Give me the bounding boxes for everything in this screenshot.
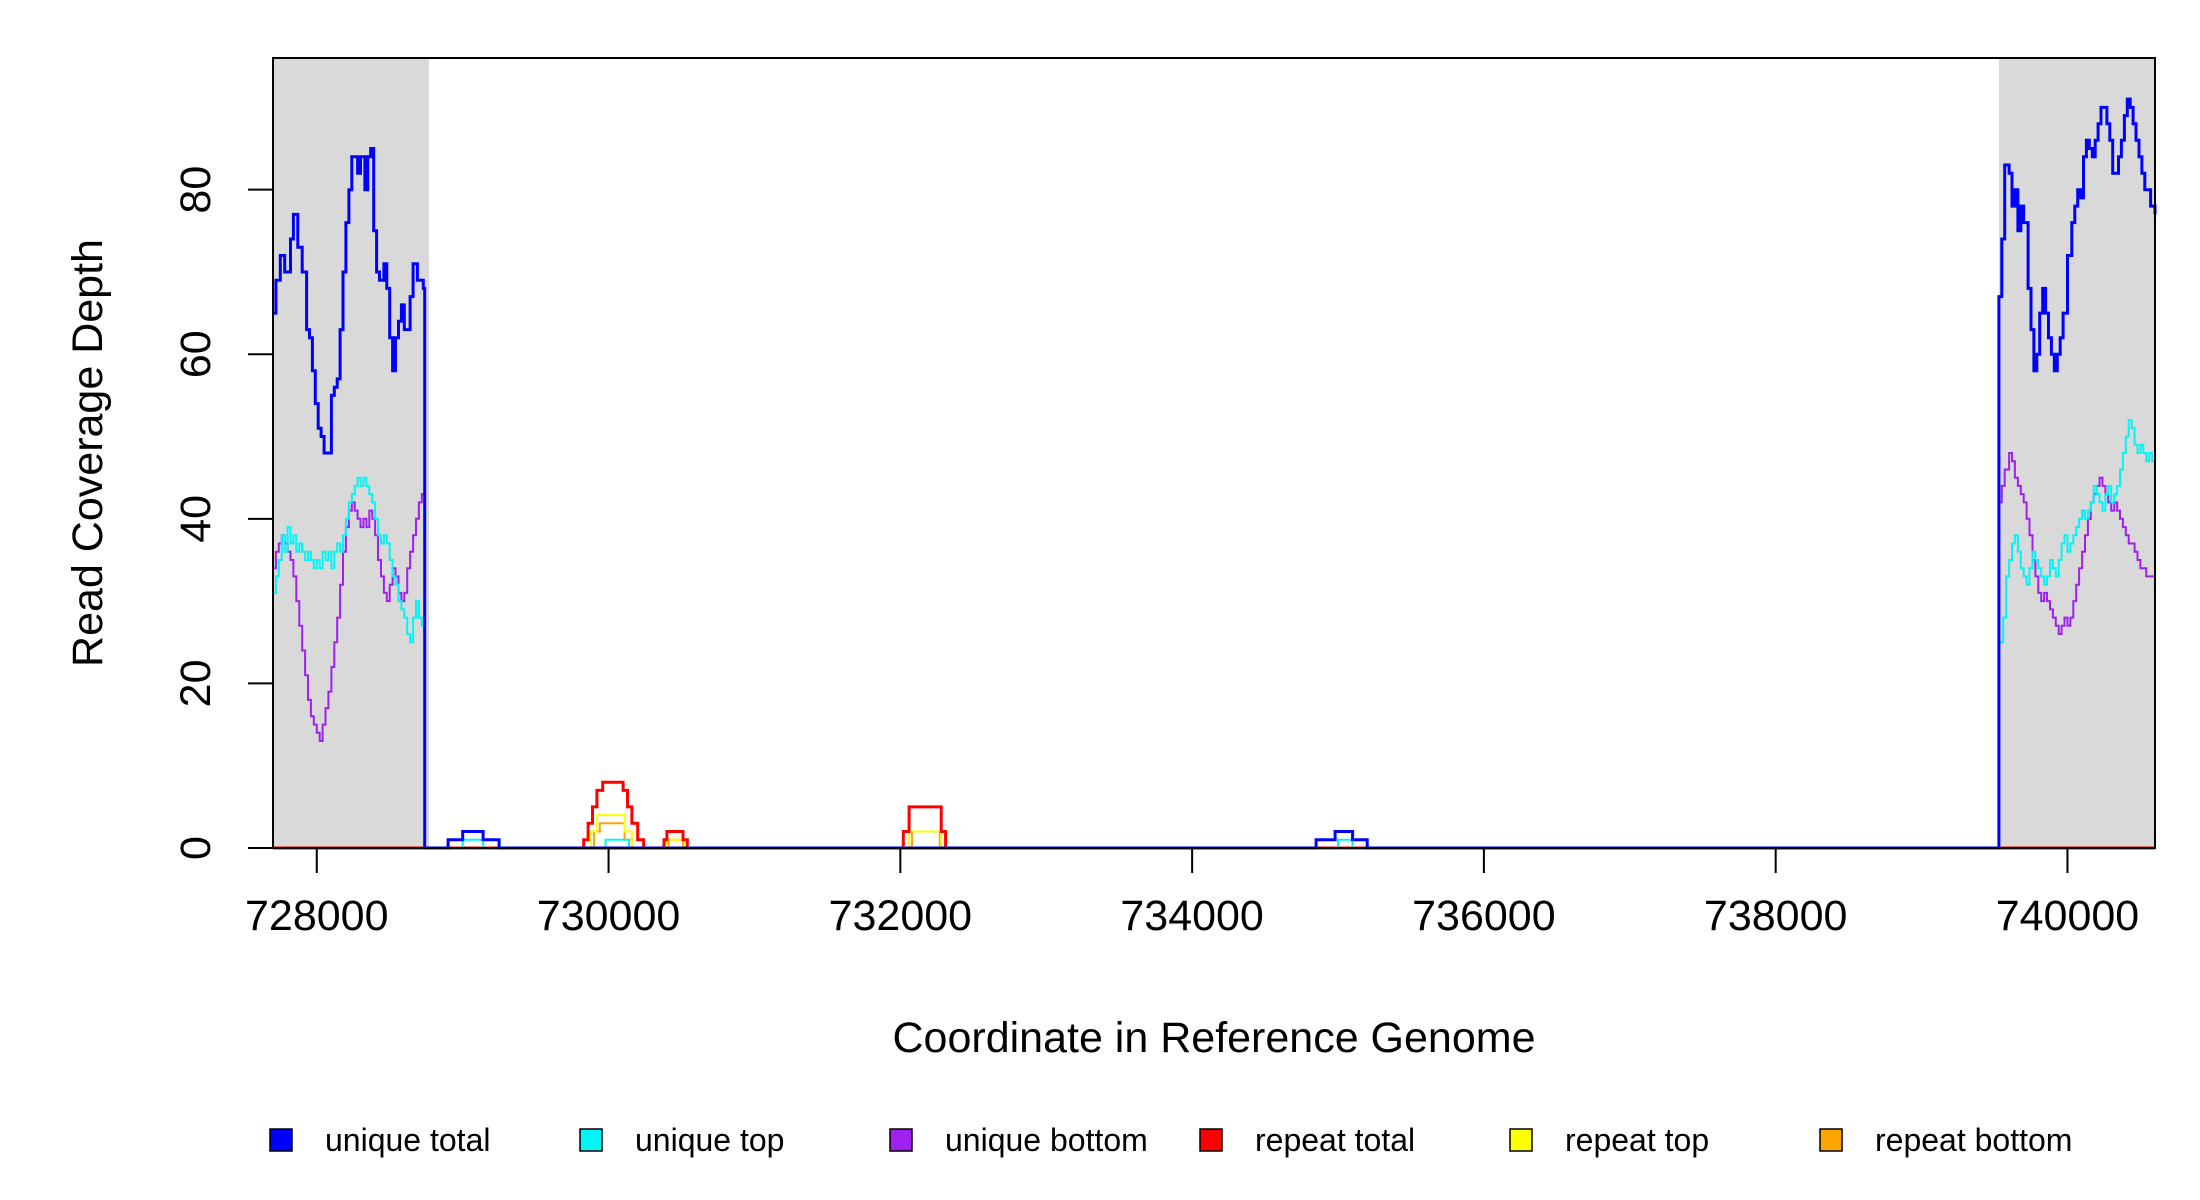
legend-label-unique-top: unique top (635, 1122, 784, 1158)
x-tick-label: 738000 (1704, 892, 1848, 940)
x-tick-label: 734000 (1120, 892, 1264, 940)
y-tick-label: 60 (172, 330, 220, 378)
legend-swatch-repeat-top (1509, 1128, 1533, 1152)
legend-swatch-repeat-total (1199, 1128, 1223, 1152)
x-tick-label: 732000 (829, 892, 973, 940)
legend-label-unique-total: unique total (325, 1122, 490, 1158)
y-tick-label: 80 (172, 166, 220, 214)
series-line-repeat-total (273, 780, 2155, 850)
legend-label-repeat-total: repeat total (1255, 1122, 1415, 1158)
x-axis: 728000 730000 732000 734000 736000 738000 7400… (245, 847, 2140, 940)
legend-swatch-unique-bottom (889, 1128, 913, 1152)
x-axis-title: Coordinate in Reference Genome (893, 1014, 1536, 1062)
series-line-unique-top (273, 419, 2156, 849)
legend-swatch-repeat-bottom (1819, 1128, 1843, 1152)
series-line-repeat-top (273, 814, 2155, 849)
legend-swatch-unique-total (269, 1128, 293, 1152)
legend-swatch-unique-top (579, 1128, 603, 1152)
x-tick-label: 728000 (245, 892, 389, 940)
x-tick-label: 740000 (1996, 892, 2140, 940)
y-tick-label: 40 (172, 495, 220, 543)
plot-frame (272, 57, 2156, 849)
shaded-regions (273, 58, 2155, 848)
series-line-unique-total (273, 97, 2157, 850)
series-line-unique-bottom (273, 452, 2155, 849)
y-axis-title: Read Coverage Depth (64, 239, 112, 667)
legend-label-unique-bottom: unique bottom (945, 1122, 1148, 1158)
legend-label-repeat-top: repeat top (1565, 1122, 1709, 1158)
y-axis: 0 20 40 60 80 (172, 166, 274, 860)
y-tick-label: 0 (172, 836, 220, 860)
series-line-repeat-bottom (273, 822, 2155, 849)
x-tick-label: 730000 (537, 892, 681, 940)
y-tick-label: 20 (172, 659, 220, 707)
series-lines (273, 97, 2157, 850)
shaded-region-2 (1998, 58, 2155, 848)
legend-label-repeat-bottom: repeat bottom (1875, 1122, 2072, 1158)
legend: unique total unique top unique bottom repea… (269, 1122, 2072, 1158)
x-tick-label: 736000 (1412, 892, 1556, 940)
